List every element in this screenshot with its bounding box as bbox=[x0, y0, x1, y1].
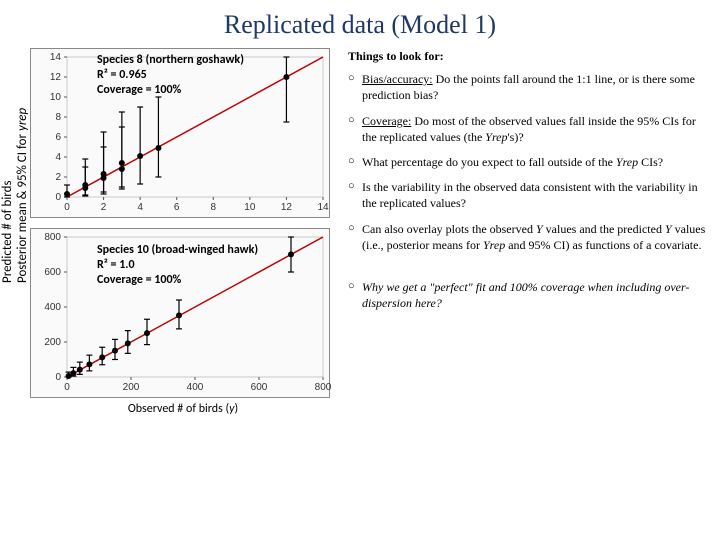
bullet-item: Can also overlay plots the observed Y va… bbox=[348, 221, 706, 253]
svg-text:10: 10 bbox=[50, 92, 62, 103]
content: Predicted # of birds Posterior mean & 95… bbox=[0, 40, 720, 416]
chart1-label: Species 8 (northern goshawk) R² = 0.965 … bbox=[97, 53, 244, 98]
bullet-item: What percentage do you expect to fall ou… bbox=[348, 154, 706, 170]
svg-text:0: 0 bbox=[64, 202, 70, 213]
chart1-label-l3: Coverage = 100% bbox=[97, 83, 181, 97]
svg-text:2: 2 bbox=[55, 172, 61, 183]
bullet-item: Coverage: Do most of the observed values… bbox=[348, 113, 706, 145]
left-column: Predicted # of birds Posterior mean & 95… bbox=[6, 48, 336, 416]
xlabel-a: Observed # of birds ( bbox=[128, 402, 229, 416]
svg-text:200: 200 bbox=[44, 337, 61, 348]
svg-text:400: 400 bbox=[187, 382, 204, 393]
svg-text:2: 2 bbox=[101, 202, 107, 213]
right-heading: Things to look for: bbox=[348, 48, 706, 64]
svg-text:4: 4 bbox=[55, 152, 61, 163]
chart-species-8: 0 2 4 6 8 10 12 14 0 2 4 6 8 10 12 14 Species 8 (northe… bbox=[30, 48, 330, 218]
ylabel-line2a: Posterior mean & 95% CI for bbox=[15, 131, 30, 283]
svg-text:6: 6 bbox=[174, 202, 180, 213]
svg-text:800: 800 bbox=[315, 382, 331, 393]
svg-text:0: 0 bbox=[55, 192, 61, 203]
bullet-item: Is the variability in the observed data … bbox=[348, 179, 706, 211]
x-axis-label: Observed # of birds (y) bbox=[30, 402, 336, 416]
svg-text:8: 8 bbox=[211, 202, 217, 213]
y-axis-label: Predicted # of birds Posterior mean & 95… bbox=[0, 108, 30, 283]
ylabel-line2b: yrep bbox=[15, 108, 30, 131]
chart2-label-l2: R² = 1.0 bbox=[97, 258, 135, 272]
bullet-item: Why we get a "perfect" fit and 100% cove… bbox=[348, 279, 706, 311]
svg-text:6: 6 bbox=[55, 132, 61, 143]
page-title: Replicated data (Model 1) bbox=[0, 0, 720, 40]
chart1-label-l2: R² = 0.965 bbox=[97, 68, 147, 82]
svg-text:800: 800 bbox=[44, 232, 61, 243]
bullet-list: Bias/accuracy: Do the points fall around… bbox=[348, 71, 706, 311]
chart2-label-l1: Species 10 (broad-winged hawk) bbox=[97, 243, 258, 257]
chart1-label-l1: Species 8 (northern goshawk) bbox=[97, 53, 244, 67]
chart2-label-l3: Coverage = 100% bbox=[97, 273, 181, 287]
svg-text:10: 10 bbox=[244, 202, 256, 213]
right-column: Things to look for: Bias/accuracy: Do th… bbox=[348, 48, 706, 416]
svg-text:4: 4 bbox=[137, 202, 143, 213]
chart2-label: Species 10 (broad-winged hawk) R² = 1.0 … bbox=[97, 243, 258, 288]
svg-text:200: 200 bbox=[123, 382, 140, 393]
svg-text:600: 600 bbox=[44, 267, 61, 278]
svg-text:12: 12 bbox=[281, 202, 293, 213]
svg-text:0: 0 bbox=[55, 372, 61, 383]
svg-text:600: 600 bbox=[251, 382, 268, 393]
svg-text:8: 8 bbox=[55, 112, 61, 123]
chart-species-10: 0 200 400 600 800 0 200 400 600 800 Species 10 (b… bbox=[30, 228, 330, 398]
svg-text:14: 14 bbox=[50, 52, 62, 63]
xlabel-c: ) bbox=[235, 402, 239, 416]
svg-text:400: 400 bbox=[44, 302, 61, 313]
ylabel-line1: Predicted # of birds bbox=[0, 180, 15, 283]
bullet-item: Bias/accuracy: Do the points fall around… bbox=[348, 71, 706, 103]
svg-text:0: 0 bbox=[64, 382, 70, 393]
svg-text:14: 14 bbox=[317, 202, 329, 213]
svg-text:12: 12 bbox=[50, 72, 62, 83]
